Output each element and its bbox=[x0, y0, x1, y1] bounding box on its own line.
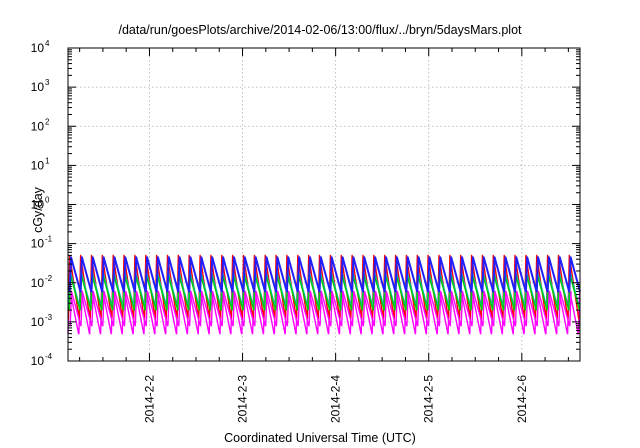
y-tick-exponent: 0 bbox=[45, 196, 50, 205]
x-axis-label: Coordinated Universal Time (UTC) bbox=[224, 431, 416, 445]
x-axis-ticks: 2014-2-2 2014-2-3 2014-2-4 2014-2-5 2014-2-6 bbox=[79, 48, 569, 423]
plot-frame bbox=[67, 47, 581, 362]
series-line bbox=[69, 290, 572, 327]
x-tick-label: 2014-2-3 bbox=[236, 375, 250, 423]
y-tick-exponent: -4 bbox=[45, 352, 53, 361]
y-tick-exponent: -2 bbox=[45, 274, 53, 283]
x-tick-label: 2014-2-5 bbox=[422, 375, 436, 423]
series-line bbox=[68, 256, 581, 293]
y-tick-label: 10 bbox=[31, 276, 45, 290]
y-tick-label: 10 bbox=[31, 354, 45, 368]
data-series bbox=[67, 254, 581, 335]
y-tick-exponent: -3 bbox=[45, 313, 53, 322]
y-tick-label: 10 bbox=[31, 198, 45, 212]
y-tick-exponent: 4 bbox=[45, 39, 50, 48]
y-tick-label: 10 bbox=[31, 237, 45, 251]
y-tick-label: 10 bbox=[31, 119, 45, 133]
y-axis-label: cGy/day bbox=[31, 187, 45, 233]
y-tick-label: 10 bbox=[31, 158, 45, 172]
y-tick-exponent: -1 bbox=[45, 235, 53, 244]
y-tick-label: 10 bbox=[31, 80, 45, 94]
chart-title: /data/run/goesPlots/archive/2014-02-06/1… bbox=[118, 23, 522, 37]
y-tick-exponent: 1 bbox=[45, 156, 50, 165]
x-tick-label: 2014-2-6 bbox=[515, 375, 529, 423]
x-tick-label: 2014-2-4 bbox=[329, 375, 343, 423]
y-tick-label: 10 bbox=[31, 315, 45, 329]
y-tick-exponent: 2 bbox=[45, 117, 50, 126]
y-tick-label: 10 bbox=[31, 41, 45, 55]
y-tick-exponent: 3 bbox=[45, 78, 50, 87]
series-line bbox=[67, 285, 581, 335]
x-tick-label: 2014-2-2 bbox=[142, 375, 156, 423]
